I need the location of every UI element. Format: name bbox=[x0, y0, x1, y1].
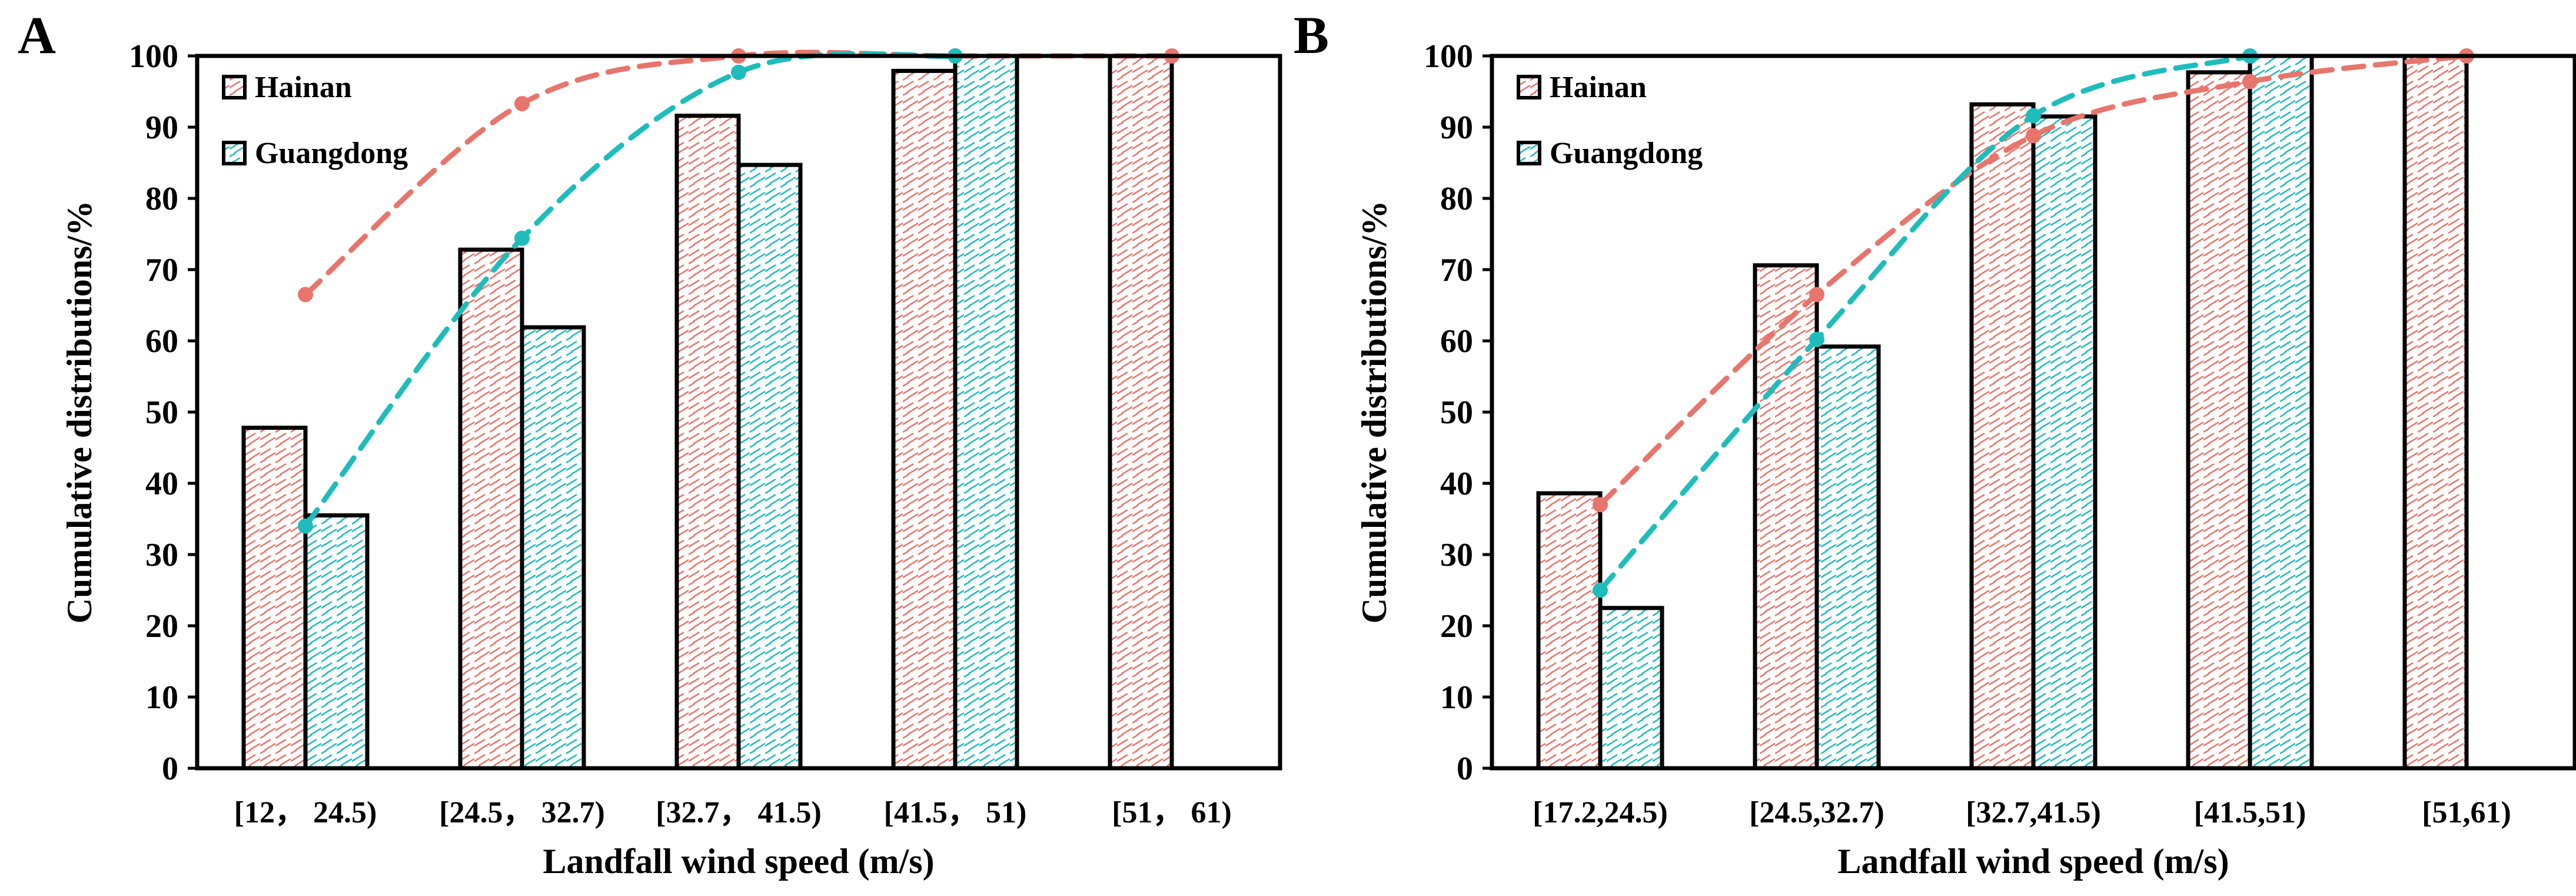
bar-guangdong-2 bbox=[2031, 114, 2098, 771]
y-axis-title: Cumulative distributions/% bbox=[1355, 201, 1394, 623]
y-tick-label-6: 60 bbox=[1440, 323, 1473, 360]
bar-hainan-0 bbox=[1536, 491, 1603, 771]
trend-line-guangdong bbox=[1597, 53, 2253, 593]
y-tick-label-3: 30 bbox=[1440, 537, 1473, 573]
bar-guangdong-3 bbox=[953, 54, 1019, 771]
bar-hainan-4 bbox=[1108, 54, 1174, 771]
x-tick-label-0: [17.2,24.5) bbox=[1533, 796, 1668, 829]
y-tick-label-5: 50 bbox=[145, 394, 178, 431]
panel-a: A 0 10 20 30 40 50 60 70 80 90 100 [12， 24.5) [24.5， … bbox=[18, 6, 1282, 881]
x-tick-label-4: [51， 61) bbox=[1112, 796, 1232, 829]
y-tick-label-4: 40 bbox=[145, 466, 178, 502]
bar-hainan-0 bbox=[241, 426, 308, 771]
trend-point-hainan-1 bbox=[1809, 287, 1824, 303]
x-tick-label-1: [24.5， 32.7) bbox=[439, 796, 605, 829]
trend-point-guangdong-0 bbox=[1593, 582, 1608, 598]
trend-point-guangdong-1 bbox=[514, 230, 530, 246]
y-tick-label-7: 70 bbox=[1440, 252, 1473, 288]
legend-hainan-label: Hainan bbox=[255, 71, 352, 104]
y-tick-label-9: 90 bbox=[1440, 109, 1473, 146]
legend-hainan-label: Hainan bbox=[1550, 71, 1647, 104]
trend-line-hainan bbox=[1597, 53, 2469, 507]
panel-b: B 0 10 20 30 40 50 60 70 80 90 100 [17.2,24.5) [24.5,… bbox=[1294, 6, 2576, 881]
y-tick-label-10: 100 bbox=[1424, 38, 1473, 75]
bar-guangdong-0 bbox=[303, 513, 370, 771]
trend-point-guangdong-0 bbox=[298, 518, 313, 534]
trend-point-guangdong-1 bbox=[1809, 331, 1824, 347]
legend-hainan-swatch bbox=[1517, 75, 1541, 99]
bar-hainan-1 bbox=[458, 247, 524, 771]
y-tick-label-0: 0 bbox=[162, 751, 178, 787]
trend-point-guangdong-2 bbox=[2026, 108, 2041, 124]
x-tick-label-1: [24.5,32.7) bbox=[1749, 796, 1884, 829]
y-tick-label-8: 80 bbox=[145, 181, 178, 217]
bar-hainan-4 bbox=[2402, 54, 2469, 771]
trend-point-hainan-1 bbox=[514, 96, 530, 112]
legend-hainan-swatch bbox=[222, 75, 247, 99]
y-tick-label-3: 30 bbox=[145, 537, 178, 573]
legend-guangdong-label: Guangdong bbox=[1550, 137, 1703, 170]
legend-guangdong-label: Guangdong bbox=[255, 137, 408, 170]
panel-label: A bbox=[18, 6, 56, 65]
y-tick-label-5: 50 bbox=[1440, 394, 1473, 431]
trend-point-hainan-0 bbox=[298, 287, 313, 303]
bar-hainan-3 bbox=[2186, 70, 2252, 771]
x-axis-title: Landfall wind speed (m/s) bbox=[543, 842, 934, 881]
bar-guangdong-2 bbox=[736, 162, 803, 771]
x-axis-title: Landfall wind speed (m/s) bbox=[1837, 842, 2229, 881]
y-tick-label-0: 0 bbox=[1457, 751, 1473, 787]
bar-guangdong-1 bbox=[520, 325, 586, 771]
x-tick-label-3: [41.5,51) bbox=[2194, 796, 2306, 829]
legend-guangdong-swatch bbox=[1517, 141, 1541, 165]
trend-point-hainan-2 bbox=[2026, 128, 2041, 144]
x-tick-label-4: [51,61) bbox=[2422, 796, 2511, 829]
bar-hainan-2 bbox=[1969, 102, 2036, 771]
bar-hainan-3 bbox=[891, 68, 958, 771]
y-tick-label-6: 60 bbox=[145, 323, 178, 360]
y-tick-label-4: 40 bbox=[1440, 466, 1473, 502]
trend-point-hainan-3 bbox=[2242, 74, 2258, 89]
y-tick-label-9: 90 bbox=[145, 109, 178, 146]
y-tick-label-1: 10 bbox=[145, 679, 178, 716]
bar-guangdong-3 bbox=[2248, 54, 2314, 771]
x-tick-label-3: [41.5， 51) bbox=[884, 796, 1027, 829]
legend-guangdong-swatch bbox=[222, 141, 247, 165]
trend-point-guangdong-2 bbox=[731, 64, 746, 80]
y-tick-label-7: 70 bbox=[145, 252, 178, 288]
x-tick-label-0: [12， 24.5) bbox=[234, 796, 377, 829]
x-tick-label-2: [32.7,41.5) bbox=[1966, 796, 2101, 829]
y-axis-title: Cumulative distributions/% bbox=[60, 201, 99, 623]
bar-hainan-2 bbox=[674, 114, 741, 771]
bar-guangdong-1 bbox=[1814, 344, 1881, 771]
y-tick-label-2: 20 bbox=[1440, 608, 1473, 645]
trend-line-guangdong bbox=[303, 51, 958, 529]
x-tick-label-2: [32.7， 41.5) bbox=[656, 796, 822, 829]
y-tick-label-8: 80 bbox=[1440, 181, 1473, 217]
y-tick-label-10: 100 bbox=[129, 38, 178, 75]
bar-guangdong-0 bbox=[1598, 606, 1664, 771]
panel-label: B bbox=[1294, 6, 1329, 65]
y-tick-label-1: 10 bbox=[1440, 679, 1473, 716]
trend-point-hainan-0 bbox=[1593, 497, 1608, 513]
y-tick-label-2: 20 bbox=[145, 608, 178, 645]
